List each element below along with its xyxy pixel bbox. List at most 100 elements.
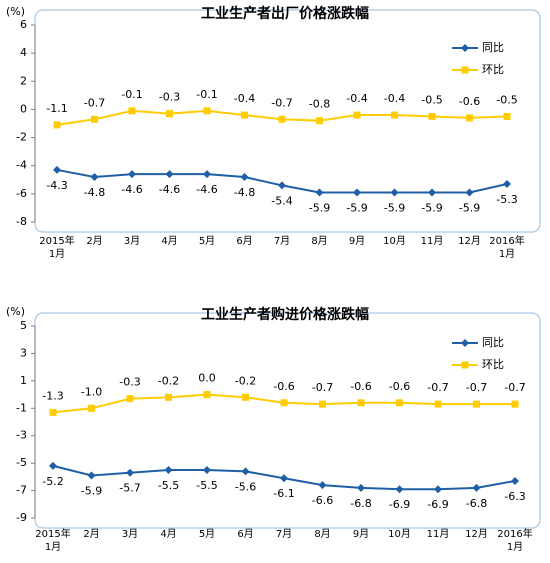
- point: [241, 111, 248, 119]
- data-label: -5.9: [81, 484, 102, 497]
- point: [126, 395, 134, 403]
- data-label: -0.6: [273, 380, 294, 393]
- data-label: -0.4: [234, 92, 255, 105]
- x-tick-label: 11月: [427, 528, 450, 540]
- x-tick-label: 9月: [353, 528, 369, 540]
- data-label: -1.0: [81, 385, 102, 398]
- point: [511, 400, 519, 408]
- x-tick-label: 3月: [124, 235, 140, 247]
- point: [461, 361, 469, 369]
- point: [280, 474, 288, 483]
- x-tick-label: 11月: [421, 235, 444, 247]
- data-label: -5.3: [496, 193, 517, 206]
- data-label: -6.8: [466, 497, 487, 510]
- data-label: -5.9: [421, 201, 442, 214]
- x-tick-label: 5月: [199, 235, 215, 247]
- y-tick-label: 3: [20, 346, 27, 359]
- y-tick-label: 6: [20, 18, 27, 31]
- point: [164, 466, 173, 474]
- point: [91, 115, 98, 123]
- point: [53, 121, 61, 129]
- point: [242, 393, 249, 401]
- data-label: -4.8: [234, 186, 255, 199]
- point: [165, 170, 174, 179]
- data-label: -5.4: [271, 194, 292, 207]
- y-tick-label: -9: [16, 511, 27, 524]
- data-label: -5.9: [384, 201, 405, 214]
- data-label: -0.3: [119, 376, 140, 389]
- point: [357, 399, 365, 407]
- legend-label: 同比: [482, 336, 504, 349]
- data-label: -5.9: [346, 201, 367, 214]
- y-tick-label: 4: [20, 46, 27, 59]
- data-label: -5.5: [196, 479, 217, 492]
- point: [428, 188, 436, 197]
- data-label: -6.8: [350, 497, 371, 510]
- x-tick-label: 2月: [83, 528, 99, 540]
- data-label: -4.8: [84, 186, 105, 199]
- point: [353, 111, 361, 119]
- point: [278, 115, 286, 123]
- data-label: -4.6: [159, 183, 180, 196]
- x-tick-label: 10月: [383, 235, 406, 247]
- point: [390, 188, 399, 197]
- y-tick-label: 5: [20, 319, 27, 332]
- point: [126, 468, 134, 477]
- point: [128, 107, 136, 115]
- x-tick-label: 6月: [236, 235, 252, 247]
- data-label: -0.5: [496, 93, 517, 106]
- data-label: -6.9: [427, 498, 448, 511]
- y-unit: (%): [6, 305, 25, 318]
- data-label: -1.1: [46, 102, 67, 115]
- point: [472, 483, 481, 492]
- point: [278, 181, 286, 190]
- point: [319, 400, 326, 408]
- data-label: -0.7: [427, 381, 448, 394]
- data-label: -0.8: [309, 98, 330, 111]
- data-label: -0.5: [421, 93, 442, 106]
- data-label: -5.6: [235, 480, 256, 493]
- point: [503, 112, 511, 120]
- point: [166, 110, 173, 118]
- point: [240, 172, 249, 181]
- data-label: -0.4: [384, 92, 405, 105]
- legend-label: 环比: [482, 63, 504, 76]
- y-tick-label: -4: [16, 159, 27, 172]
- x-tick-label: 4月: [160, 528, 176, 540]
- y-tick-label: -7: [16, 484, 27, 497]
- data-label: -0.7: [466, 381, 487, 394]
- point: [165, 393, 172, 401]
- x-tick-label: 2016年 1月: [489, 234, 524, 260]
- point: [511, 476, 519, 485]
- y-tick-label: -3: [16, 429, 27, 442]
- x-tick-label: 2月: [86, 235, 102, 247]
- data-label: -6.3: [504, 490, 525, 503]
- data-label: -0.1: [196, 88, 217, 101]
- data-label: -5.9: [309, 201, 330, 214]
- y-tick-label: 1: [20, 374, 27, 387]
- point: [434, 400, 442, 408]
- x-tick-label: 12月: [458, 235, 481, 247]
- y-tick-label: 2: [20, 74, 27, 87]
- x-tick-label: 4月: [161, 235, 177, 247]
- data-label: -0.6: [389, 380, 410, 393]
- data-label: -1.3: [42, 389, 63, 402]
- x-tick-label: 8月: [314, 528, 330, 540]
- data-label: -0.7: [504, 381, 525, 394]
- x-tick-label: 6月: [237, 528, 253, 540]
- data-label: -0.6: [459, 95, 480, 108]
- point: [315, 188, 324, 197]
- point: [53, 165, 61, 174]
- y-tick-label: -8: [16, 215, 27, 228]
- x-tick-label: 10月: [388, 528, 411, 540]
- data-label: -6.9: [389, 498, 410, 511]
- y-tick-label: -1: [16, 401, 27, 414]
- data-label: -0.1: [121, 88, 142, 101]
- data-label: -0.3: [159, 91, 180, 104]
- point: [280, 399, 288, 407]
- legend-label: 同比: [482, 41, 504, 54]
- data-label: -4.6: [121, 183, 142, 196]
- point: [461, 339, 469, 347]
- x-tick-label: 2015年 1月: [39, 234, 74, 260]
